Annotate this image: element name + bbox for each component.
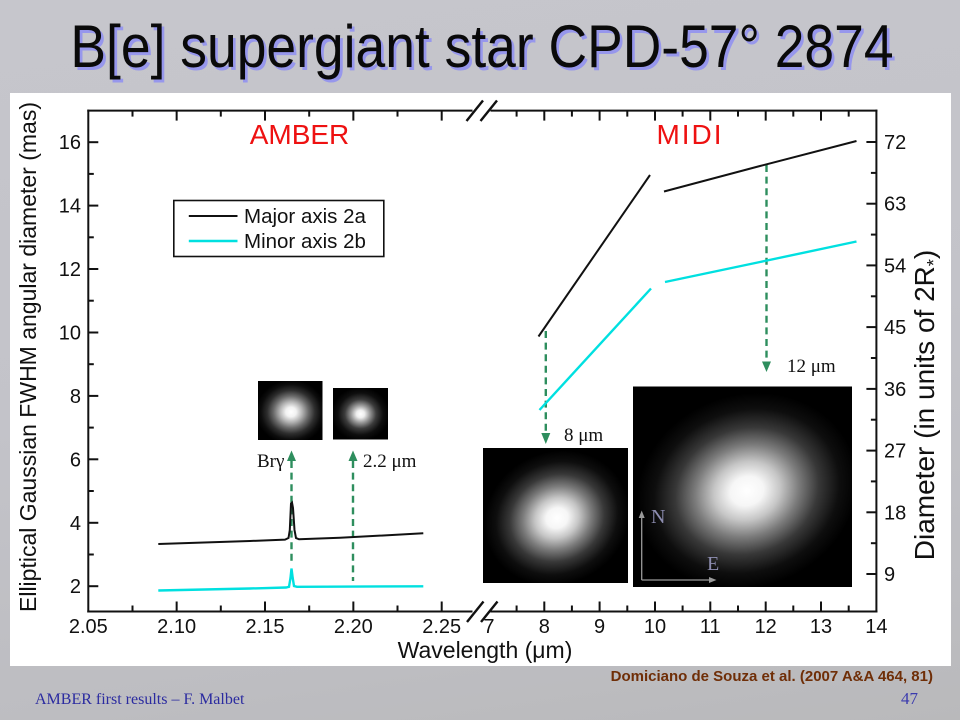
svg-text:2: 2 [70, 576, 81, 598]
svg-text:Brγ: Brγ [257, 451, 284, 472]
svg-text:AMBER: AMBER [250, 119, 350, 150]
svg-text:9: 9 [594, 616, 605, 638]
svg-text:72: 72 [884, 132, 906, 154]
svg-text:N: N [651, 506, 665, 528]
svg-text:2.10: 2.10 [157, 616, 196, 638]
svg-text:E: E [707, 553, 719, 575]
svg-text:2.05: 2.05 [69, 616, 108, 638]
svg-text:36: 36 [884, 379, 906, 401]
svg-text:8: 8 [70, 386, 81, 408]
svg-text:MIDI: MIDI [656, 119, 723, 150]
svg-text:6: 6 [70, 449, 81, 471]
svg-text:13: 13 [810, 616, 832, 638]
svg-text:12 μm: 12 μm [787, 356, 836, 377]
svg-text:16: 16 [59, 132, 81, 154]
svg-text:45: 45 [884, 317, 906, 339]
svg-text:Minor axis 2b: Minor axis 2b [244, 230, 366, 253]
svg-text:Diameter (in units of 2R*): Diameter (in units of 2R*) [909, 250, 944, 560]
svg-text:Major axis 2a: Major axis 2a [244, 205, 367, 228]
svg-text:10: 10 [644, 616, 666, 638]
svg-text:2.15: 2.15 [246, 616, 285, 638]
svg-text:8: 8 [539, 616, 550, 638]
svg-text:2.20: 2.20 [334, 616, 373, 638]
svg-text:2.25: 2.25 [422, 616, 461, 638]
svg-text:14: 14 [865, 616, 887, 638]
svg-text:27: 27 [884, 441, 906, 463]
svg-text:9: 9 [884, 564, 895, 586]
svg-text:8 μm: 8 μm [564, 425, 603, 446]
svg-text:18: 18 [884, 502, 906, 524]
svg-text:4: 4 [70, 513, 81, 535]
svg-text:10: 10 [59, 323, 81, 345]
svg-text:Wavelength (μm): Wavelength (μm) [398, 637, 573, 663]
svg-text:14: 14 [59, 196, 81, 218]
svg-text:Elliptical Gaussian FWHM angul: Elliptical Gaussian FWHM angular diamete… [15, 102, 41, 612]
svg-text:11: 11 [700, 616, 721, 638]
svg-text:2.2 μm: 2.2 μm [363, 451, 417, 472]
svg-text:12: 12 [59, 259, 81, 281]
svg-text:12: 12 [755, 616, 777, 638]
svg-text:7: 7 [483, 616, 494, 638]
svg-text:54: 54 [884, 255, 906, 277]
svg-text:63: 63 [884, 194, 906, 216]
